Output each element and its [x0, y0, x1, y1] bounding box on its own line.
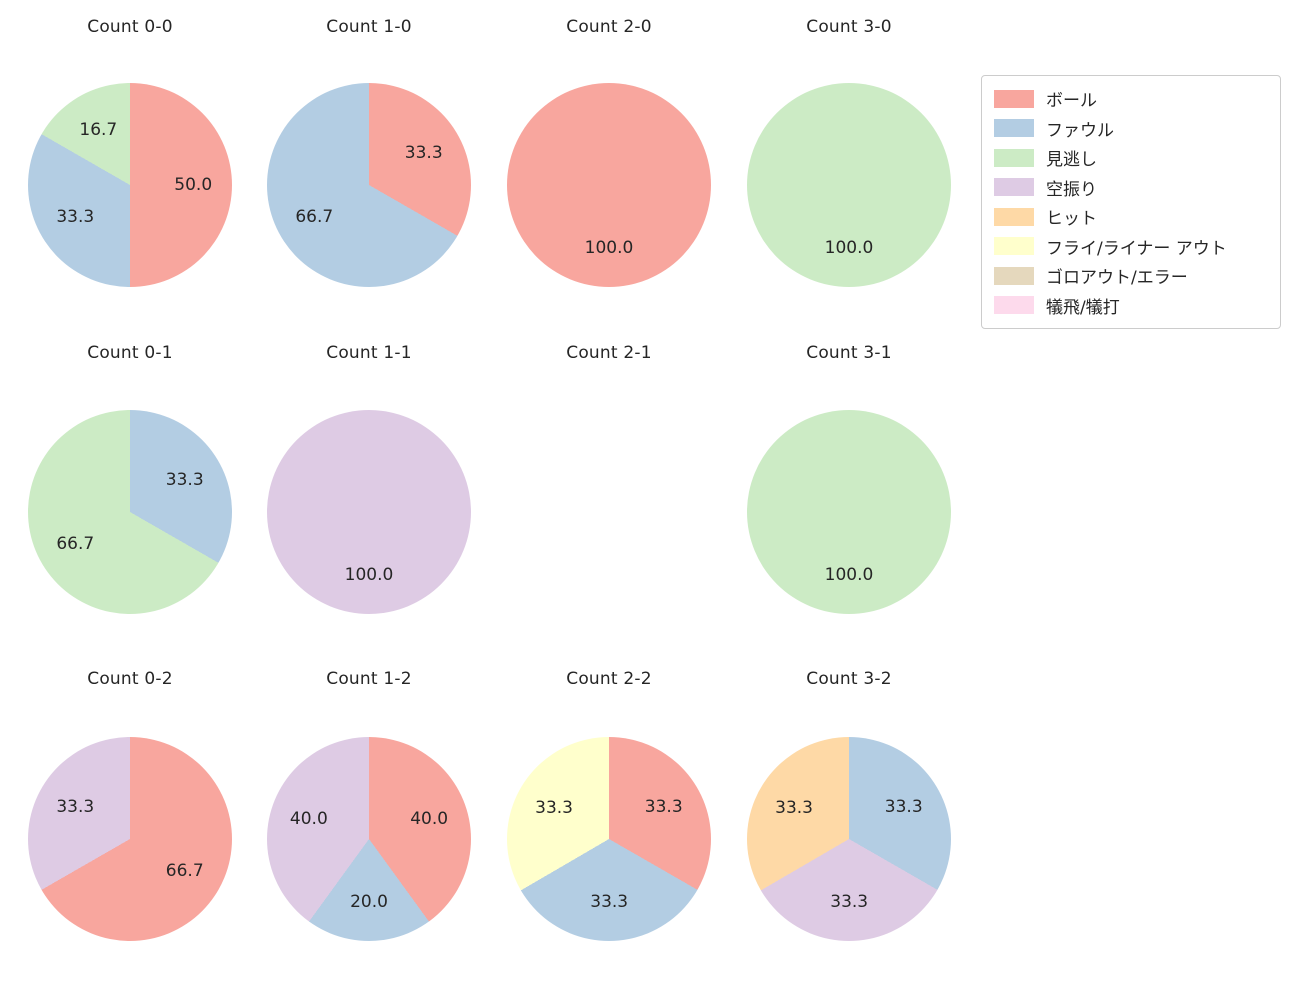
- pie-chart-count-3-0: [747, 83, 951, 287]
- chart-title-count-3-1: Count 3-1: [806, 343, 892, 363]
- chart-title-count-3-0: Count 3-0: [806, 17, 892, 37]
- chart-title-count-0-1: Count 0-1: [87, 343, 173, 363]
- pie-slice-label: 33.3: [165, 470, 204, 491]
- legend-label: ボール: [1046, 91, 1097, 112]
- pie-slice-label: 66.7: [56, 533, 95, 554]
- legend-color-swatch: [994, 119, 1034, 138]
- chart-title-count-2-1: Count 2-1: [566, 343, 652, 363]
- legend-color-swatch: [994, 237, 1034, 256]
- legend-label: 見逃し: [1046, 150, 1097, 171]
- chart-title-count-2-0: Count 2-0: [566, 17, 652, 37]
- pie-chart-count-0-0: [28, 83, 232, 287]
- chart-title-count-3-2: Count 3-2: [806, 669, 892, 689]
- pie-slice-label: 33.3: [644, 797, 683, 818]
- legend-color-swatch: [994, 296, 1034, 315]
- legend-item: 犠飛/犠打: [994, 291, 1268, 321]
- legend-item: ボール: [994, 84, 1268, 114]
- legend-label: フライ/ライナー アウト: [1046, 238, 1227, 259]
- pie-slice-label: 66.7: [295, 206, 334, 227]
- pie-slice-label: 20.0: [350, 892, 388, 913]
- pie-chart-count-2-0: [507, 83, 711, 287]
- pie-chart-count-0-1: [28, 410, 232, 614]
- legend-item: 見逃し: [994, 143, 1268, 173]
- pie-slice-label: 16.7: [79, 120, 118, 141]
- chart-title-count-0-2: Count 0-2: [87, 669, 173, 689]
- pie-slice-label: 100.0: [344, 565, 394, 586]
- pie-slice-label: 100.0: [584, 238, 634, 259]
- legend-color-swatch: [994, 207, 1034, 226]
- chart-title-count-0-0: Count 0-0: [87, 17, 173, 37]
- pie-chart-count-0-2: [28, 737, 232, 941]
- pie-slice-label: 50.0: [174, 175, 213, 195]
- legend-label: 犠飛/犠打: [1046, 297, 1120, 318]
- pie-chart-count-3-1: [747, 410, 951, 614]
- legend: ボールファウル見逃し空振りヒットフライ/ライナー アウト ゴロアウト/エラー 犠飛/…: [981, 75, 1281, 329]
- legend-color-swatch: [994, 89, 1034, 108]
- chart-title-count-1-0: Count 1-0: [326, 17, 412, 37]
- legend-item: ヒット: [994, 202, 1268, 232]
- pie-slice-label: 100.0: [824, 238, 874, 259]
- chart-title-count-1-1: Count 1-1: [326, 343, 412, 363]
- pie-slice-label: 33.3: [56, 206, 95, 227]
- pie-slice-label: 40.0: [289, 809, 328, 830]
- pie-chart-count-3-2: [747, 737, 951, 941]
- pie-slice-label: 33.3: [884, 797, 923, 818]
- pie-slice-label: 100.0: [824, 565, 874, 586]
- chart-title-count-1-2: Count 1-2: [326, 669, 412, 689]
- legend-color-swatch: [994, 178, 1034, 197]
- pie-slice-label: 66.7: [165, 860, 204, 881]
- legend-label: ゴロアウト/エラー: [1046, 268, 1188, 289]
- chart-title-count-2-2: Count 2-2: [566, 669, 652, 689]
- legend-item: 空振り: [994, 173, 1268, 203]
- pie-chart-count-1-2: [267, 737, 471, 941]
- legend-label: ファウル: [1046, 120, 1114, 141]
- legend-item: ファウル: [994, 114, 1268, 144]
- pie-slice-label: 40.0: [410, 809, 449, 830]
- legend-item: ゴロアウト/エラー: [994, 261, 1268, 291]
- pie-slice-label: 33.3: [56, 797, 95, 818]
- legend-color-swatch: [994, 148, 1034, 167]
- legend-label: ヒット: [1046, 209, 1097, 230]
- pie-chart-count-2-2: [507, 737, 711, 941]
- pie-slice-label: 33.3: [775, 797, 813, 818]
- pie-chart-count-1-1: [267, 410, 471, 614]
- legend-color-swatch: [994, 266, 1034, 285]
- legend-label: 空振り: [1046, 179, 1097, 200]
- pie-slice-label: 33.3: [590, 892, 629, 913]
- legend-item: フライ/ライナー アウト: [994, 232, 1268, 262]
- pie-slice-label: 33.3: [535, 797, 573, 818]
- pie-slice-label: 33.3: [830, 892, 869, 913]
- pie-chart-count-1-0: [267, 83, 471, 287]
- pie-slice-label: 33.3: [404, 143, 443, 164]
